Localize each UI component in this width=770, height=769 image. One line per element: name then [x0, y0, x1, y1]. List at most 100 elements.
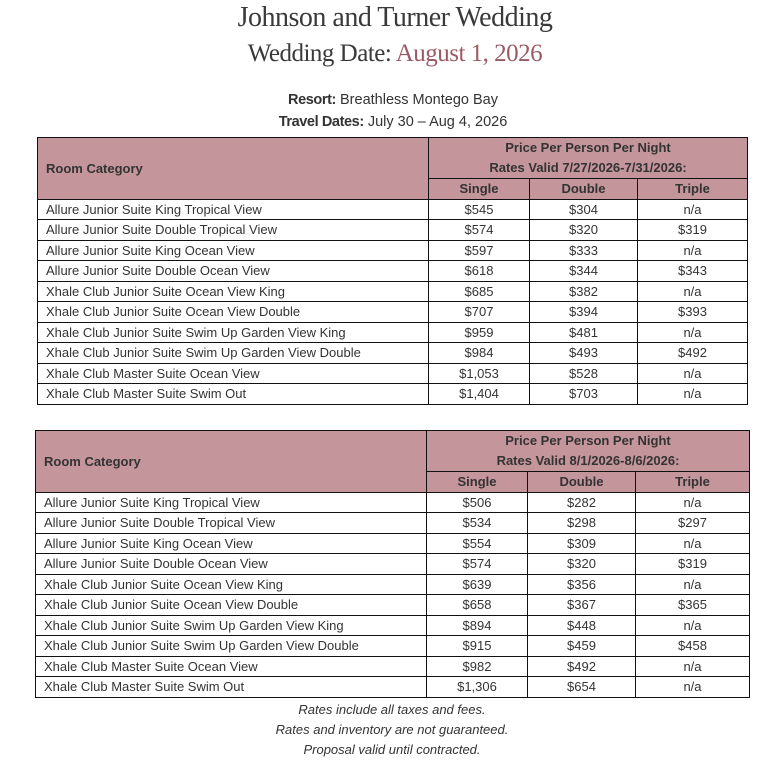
price-cell: $707	[428, 301, 530, 323]
price-cell: $333	[529, 239, 638, 261]
price-cell: $528	[529, 362, 638, 384]
price-cell: $618	[428, 260, 530, 282]
room-name-cell: Xhale Club Junior Suite Swim Up Garden V…	[35, 635, 427, 657]
price-cell: $493	[529, 342, 638, 364]
price-cell: $492	[637, 342, 748, 364]
room-name-cell: Allure Junior Suite Double Ocean View	[37, 260, 429, 282]
price-cell: $319	[635, 553, 750, 575]
table-row: Xhale Club Junior Suite Swim Up Garden V…	[35, 614, 750, 636]
room-name-cell: Xhale Club Master Suite Swim Out	[35, 676, 427, 698]
room-name-cell: Xhale Club Junior Suite Ocean View King	[37, 280, 429, 302]
price-cell: $343	[637, 260, 748, 282]
column-header: Double	[529, 178, 638, 200]
price-header: Price Per Person Per Night Rates Valid 7/…	[428, 137, 748, 179]
rates-table-1: Room Category Price Per Person Per Night…	[37, 137, 748, 405]
price-cell: $448	[527, 614, 636, 636]
footer-note: Rates include all taxes and fees.	[298, 702, 486, 717]
room-name-cell: Xhale Club Junior Suite Ocean View King	[35, 573, 427, 595]
price-cell: n/a	[635, 614, 750, 636]
price-cell: $894	[426, 614, 528, 636]
column-header: Double	[527, 471, 636, 493]
price-cell: $298	[527, 512, 636, 534]
table-row: Xhale Club Master Suite Ocean View $982 $4…	[35, 655, 750, 677]
room-name-cell: Xhale Club Junior Suite Swim Up Garden V…	[37, 321, 429, 343]
price-header-title: Price Per Person Per Night	[505, 433, 671, 448]
price-cell: $320	[529, 219, 638, 241]
price-cell: $658	[426, 594, 528, 616]
room-name-cell: Xhale Club Master Suite Swim Out	[37, 383, 429, 405]
price-cell: $458	[635, 635, 750, 657]
price-cell: $685	[428, 280, 530, 302]
table-row: Allure Junior Suite King Ocean View $554 $…	[35, 532, 750, 554]
room-category-header: Room Category	[35, 430, 427, 493]
price-cell: $574	[426, 553, 528, 575]
column-header: Single	[426, 471, 528, 493]
price-cell: n/a	[635, 491, 750, 513]
room-name-cell: Xhale Club Junior Suite Swim Up Garden V…	[35, 614, 427, 636]
price-cell: $304	[529, 198, 638, 220]
price-cell: $534	[426, 512, 528, 534]
price-cell: n/a	[637, 362, 748, 384]
price-cell: n/a	[637, 383, 748, 405]
price-cell: $654	[527, 676, 636, 698]
price-cell: n/a	[637, 198, 748, 220]
table-row: Xhale Club Junior Suite Ocean View King $…	[37, 280, 748, 302]
room-name-cell: Allure Junior Suite King Tropical View	[37, 198, 429, 220]
column-header: Triple	[635, 471, 750, 493]
table-row: Xhale Club Master Suite Swim Out $1,306 $6…	[35, 676, 750, 698]
price-cell: $982	[426, 655, 528, 677]
price-cell: $367	[527, 594, 636, 616]
table-row: Xhale Club Junior Suite Swim Up Garden V…	[37, 342, 748, 364]
price-cell: n/a	[637, 239, 748, 261]
price-cell: $1,404	[428, 383, 530, 405]
price-cell: $545	[428, 198, 530, 220]
room-name-cell: Allure Junior Suite Double Tropical View	[37, 219, 429, 241]
price-cell: $554	[426, 532, 528, 554]
price-cell: $356	[527, 573, 636, 595]
table-row: Xhale Club Junior Suite Ocean View Doubl…	[37, 301, 748, 323]
table-row: Allure Junior Suite King Ocean View $597 $…	[37, 239, 748, 261]
table-row: Xhale Club Junior Suite Swim Up Garden V…	[37, 321, 748, 343]
price-cell: n/a	[637, 280, 748, 302]
price-header: Price Per Person Per Night Rates Valid 8/…	[426, 430, 750, 472]
price-cell: $319	[637, 219, 748, 241]
price-header-title: Price Per Person Per Night	[505, 140, 671, 155]
price-cell: $344	[529, 260, 638, 282]
room-name-cell: Allure Junior Suite Double Ocean View	[35, 553, 427, 575]
price-cell: $492	[527, 655, 636, 677]
price-cell: $309	[527, 532, 636, 554]
room-name-cell: Allure Junior Suite Double Tropical View	[35, 512, 427, 534]
price-cell: $320	[527, 553, 636, 575]
wedding-date-label: Wedding Date:	[247, 40, 392, 67]
price-cell: $639	[426, 573, 528, 595]
table-row: Allure Junior Suite Double Ocean View $61…	[37, 260, 748, 282]
price-cell: $1,306	[426, 676, 528, 698]
room-name-cell: Xhale Club Junior Suite Swim Up Garden V…	[37, 342, 429, 364]
price-cell: n/a	[637, 321, 748, 343]
price-cell: n/a	[635, 532, 750, 554]
price-cell: $574	[428, 219, 530, 241]
rates-table-2: Room Category Price Per Person Per Night…	[35, 430, 750, 698]
table-row: Xhale Club Junior Suite Swim Up Garden V…	[35, 635, 750, 657]
price-cell: n/a	[635, 676, 750, 698]
price-cell: $984	[428, 342, 530, 364]
table-row: Xhale Club Master Suite Swim Out $1,404 $7…	[37, 383, 748, 405]
price-cell: n/a	[635, 655, 750, 677]
table-row: Allure Junior Suite Double Ocean View $57…	[35, 553, 750, 575]
table-row: Xhale Club Master Suite Ocean View $1,053…	[37, 362, 748, 384]
price-cell: $459	[527, 635, 636, 657]
price-cell: $481	[529, 321, 638, 343]
travel-dates-line: Travel Dates: July 30 – Aug 4, 2026	[0, 114, 770, 130]
travel-dates: July 30 – Aug 4, 2026	[367, 114, 508, 130]
price-cell: $393	[637, 301, 748, 323]
resort-label: Resort:	[288, 92, 336, 108]
room-name-cell: Xhale Club Junior Suite Ocean View Doubl…	[37, 301, 429, 323]
price-cell: $915	[426, 635, 528, 657]
price-cell: $959	[428, 321, 530, 343]
price-cell: $382	[529, 280, 638, 302]
resort-name: Breathless Montego Bay	[340, 92, 498, 108]
room-name-cell: Allure Junior Suite King Ocean View	[35, 532, 427, 554]
resort-line: Resort: Breathless Montego Bay	[0, 92, 770, 108]
table-row: Xhale Club Junior Suite Ocean View Doubl…	[35, 594, 750, 616]
footer-note: Proposal valid until contracted.	[303, 742, 481, 757]
